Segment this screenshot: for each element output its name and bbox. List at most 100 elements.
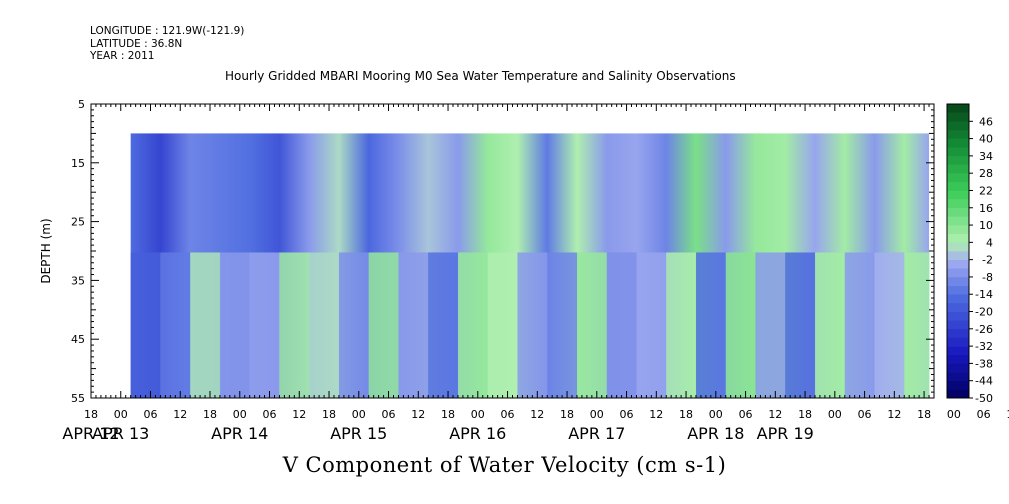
- y-tick-label: 35: [71, 274, 85, 287]
- x-hour-label: 18: [322, 408, 336, 421]
- heatmap-cell: [130, 252, 161, 398]
- colorbar-segment: [947, 129, 969, 139]
- latitude-label: LATITUDE : 36.8N: [90, 38, 183, 50]
- colorbar-label: -44: [975, 375, 993, 388]
- colorbar-segment: [947, 121, 969, 131]
- heatmap-layer: [130, 133, 930, 398]
- x-hour-label: 12: [768, 408, 782, 421]
- heatmap-cell: [725, 252, 756, 398]
- heatmap-cell: [666, 252, 697, 398]
- heatmap-cell: [160, 252, 191, 398]
- x-hour-label: 06: [382, 408, 396, 421]
- x-hour-label: 12: [411, 408, 425, 421]
- heatmap-cell: [338, 252, 370, 398]
- x-hour-label: 00: [471, 408, 485, 421]
- colorbar-segment: [947, 276, 969, 286]
- y-tick-label: 55: [71, 392, 85, 405]
- x-hour-label: 12: [1006, 408, 1009, 421]
- colorbar-segment: [947, 328, 969, 338]
- colorbar-segment: [947, 147, 969, 157]
- heatmap-cell: [904, 252, 930, 398]
- x-hour-label: 06: [620, 408, 634, 421]
- colorbar-label: 40: [979, 133, 993, 146]
- x-hour-label: 00: [709, 408, 723, 421]
- x-hour-label: 00: [233, 408, 247, 421]
- colorbar-label: -50: [975, 392, 993, 405]
- x-hour-label: 00: [114, 408, 128, 421]
- x-hour-label: 06: [739, 408, 753, 421]
- colorbar-label: 4: [986, 236, 993, 249]
- colorbar-label: 28: [979, 167, 993, 180]
- x-hour-label: 18: [679, 408, 693, 421]
- x-hour-label: 06: [858, 408, 872, 421]
- colorbar-segment: [947, 320, 969, 330]
- longitude-label: LONGITUDE : 121.9W(-121.9): [90, 25, 245, 37]
- chart-title: Hourly Gridded MBARI Mooring M0 Sea Wate…: [225, 69, 736, 83]
- colorbar-segment: [947, 302, 969, 312]
- heatmap-cell: [606, 252, 637, 398]
- x-day-label: APR 13: [92, 424, 149, 443]
- colorbar-label: -32: [975, 340, 993, 353]
- colorbar-segment: [947, 294, 969, 304]
- colorbar-label: -20: [975, 306, 993, 319]
- heatmap-cell: [249, 252, 280, 398]
- colorbar-label: 16: [979, 202, 993, 215]
- heatmap-cell: [547, 252, 578, 398]
- x-axis: 18 00 06 12 18 00 06 12 18 00 06 12 18 00 06 12 18 00 06 12…: [62, 104, 1009, 443]
- colorbar-segment: [947, 337, 969, 347]
- x-hour-label: 00: [947, 408, 961, 421]
- colorbar-segment: [947, 164, 969, 174]
- heatmap-cell: [190, 252, 221, 398]
- colorbar-segment: [947, 363, 969, 373]
- x-hour-label: 18: [441, 408, 455, 421]
- heatmap-cell: [576, 252, 608, 398]
- x-hour-label: 12: [173, 408, 187, 421]
- colorbar-segment: [947, 242, 969, 252]
- colorbar-segment: [947, 199, 969, 209]
- x-hour-label: 18: [203, 408, 217, 421]
- colorbar-segment: [947, 251, 969, 260]
- heatmap-cell: [428, 252, 459, 398]
- x-day-label: APR 17: [568, 424, 625, 443]
- colorbar-segment: [947, 225, 969, 235]
- x-day-label: APR 15: [330, 424, 387, 443]
- colorbar-segment: [947, 138, 969, 148]
- colorbar-segment: [947, 268, 969, 278]
- y-axis-label: DEPTH (m): [39, 218, 53, 283]
- colorbar-segment: [947, 190, 969, 200]
- variable-label: V Component of Water Velocity (cm s-1): [282, 453, 727, 477]
- x-hour-label: 00: [828, 408, 842, 421]
- x-hour-label: 18: [560, 408, 574, 421]
- colorbar-label: 22: [979, 184, 993, 197]
- x-hour-label: 18: [84, 408, 98, 421]
- heatmap-cell: [309, 252, 340, 398]
- x-hour-label: 06: [501, 408, 515, 421]
- colorbar-segment: [947, 104, 969, 113]
- x-day-label: APR 14: [211, 424, 268, 443]
- heatmap-cell: [755, 252, 786, 398]
- colorbar-segment: [947, 233, 969, 243]
- heatmap-cell: [814, 252, 846, 398]
- heatmap-cell: [457, 252, 489, 398]
- colorbar-segment: [947, 346, 969, 356]
- x-hour-label: 18: [917, 408, 931, 421]
- heatmap-cell: [368, 252, 399, 398]
- heatmap-cell: [785, 252, 816, 398]
- colorbar-segment: [947, 181, 969, 191]
- x-hour-label: 12: [530, 408, 544, 421]
- colorbar-segment: [947, 389, 969, 399]
- heatmap-cell: [695, 252, 727, 398]
- x-hour-label: 18: [798, 408, 812, 421]
- x-hour-label: 06: [263, 408, 277, 421]
- colorbar-segment: [947, 259, 969, 269]
- x-hour-label: 00: [590, 408, 604, 421]
- colorbar-label: -26: [975, 323, 993, 336]
- heatmap-cell: [398, 252, 429, 398]
- heatmap-cell: [636, 252, 667, 398]
- colorbar-segment: [947, 112, 969, 122]
- x-hour-label: 06: [977, 408, 991, 421]
- heatmap-cell: [487, 252, 518, 398]
- colorbar-segment: [947, 285, 969, 295]
- heatmap-cell: [219, 252, 251, 398]
- colorbar-label: 34: [979, 150, 993, 163]
